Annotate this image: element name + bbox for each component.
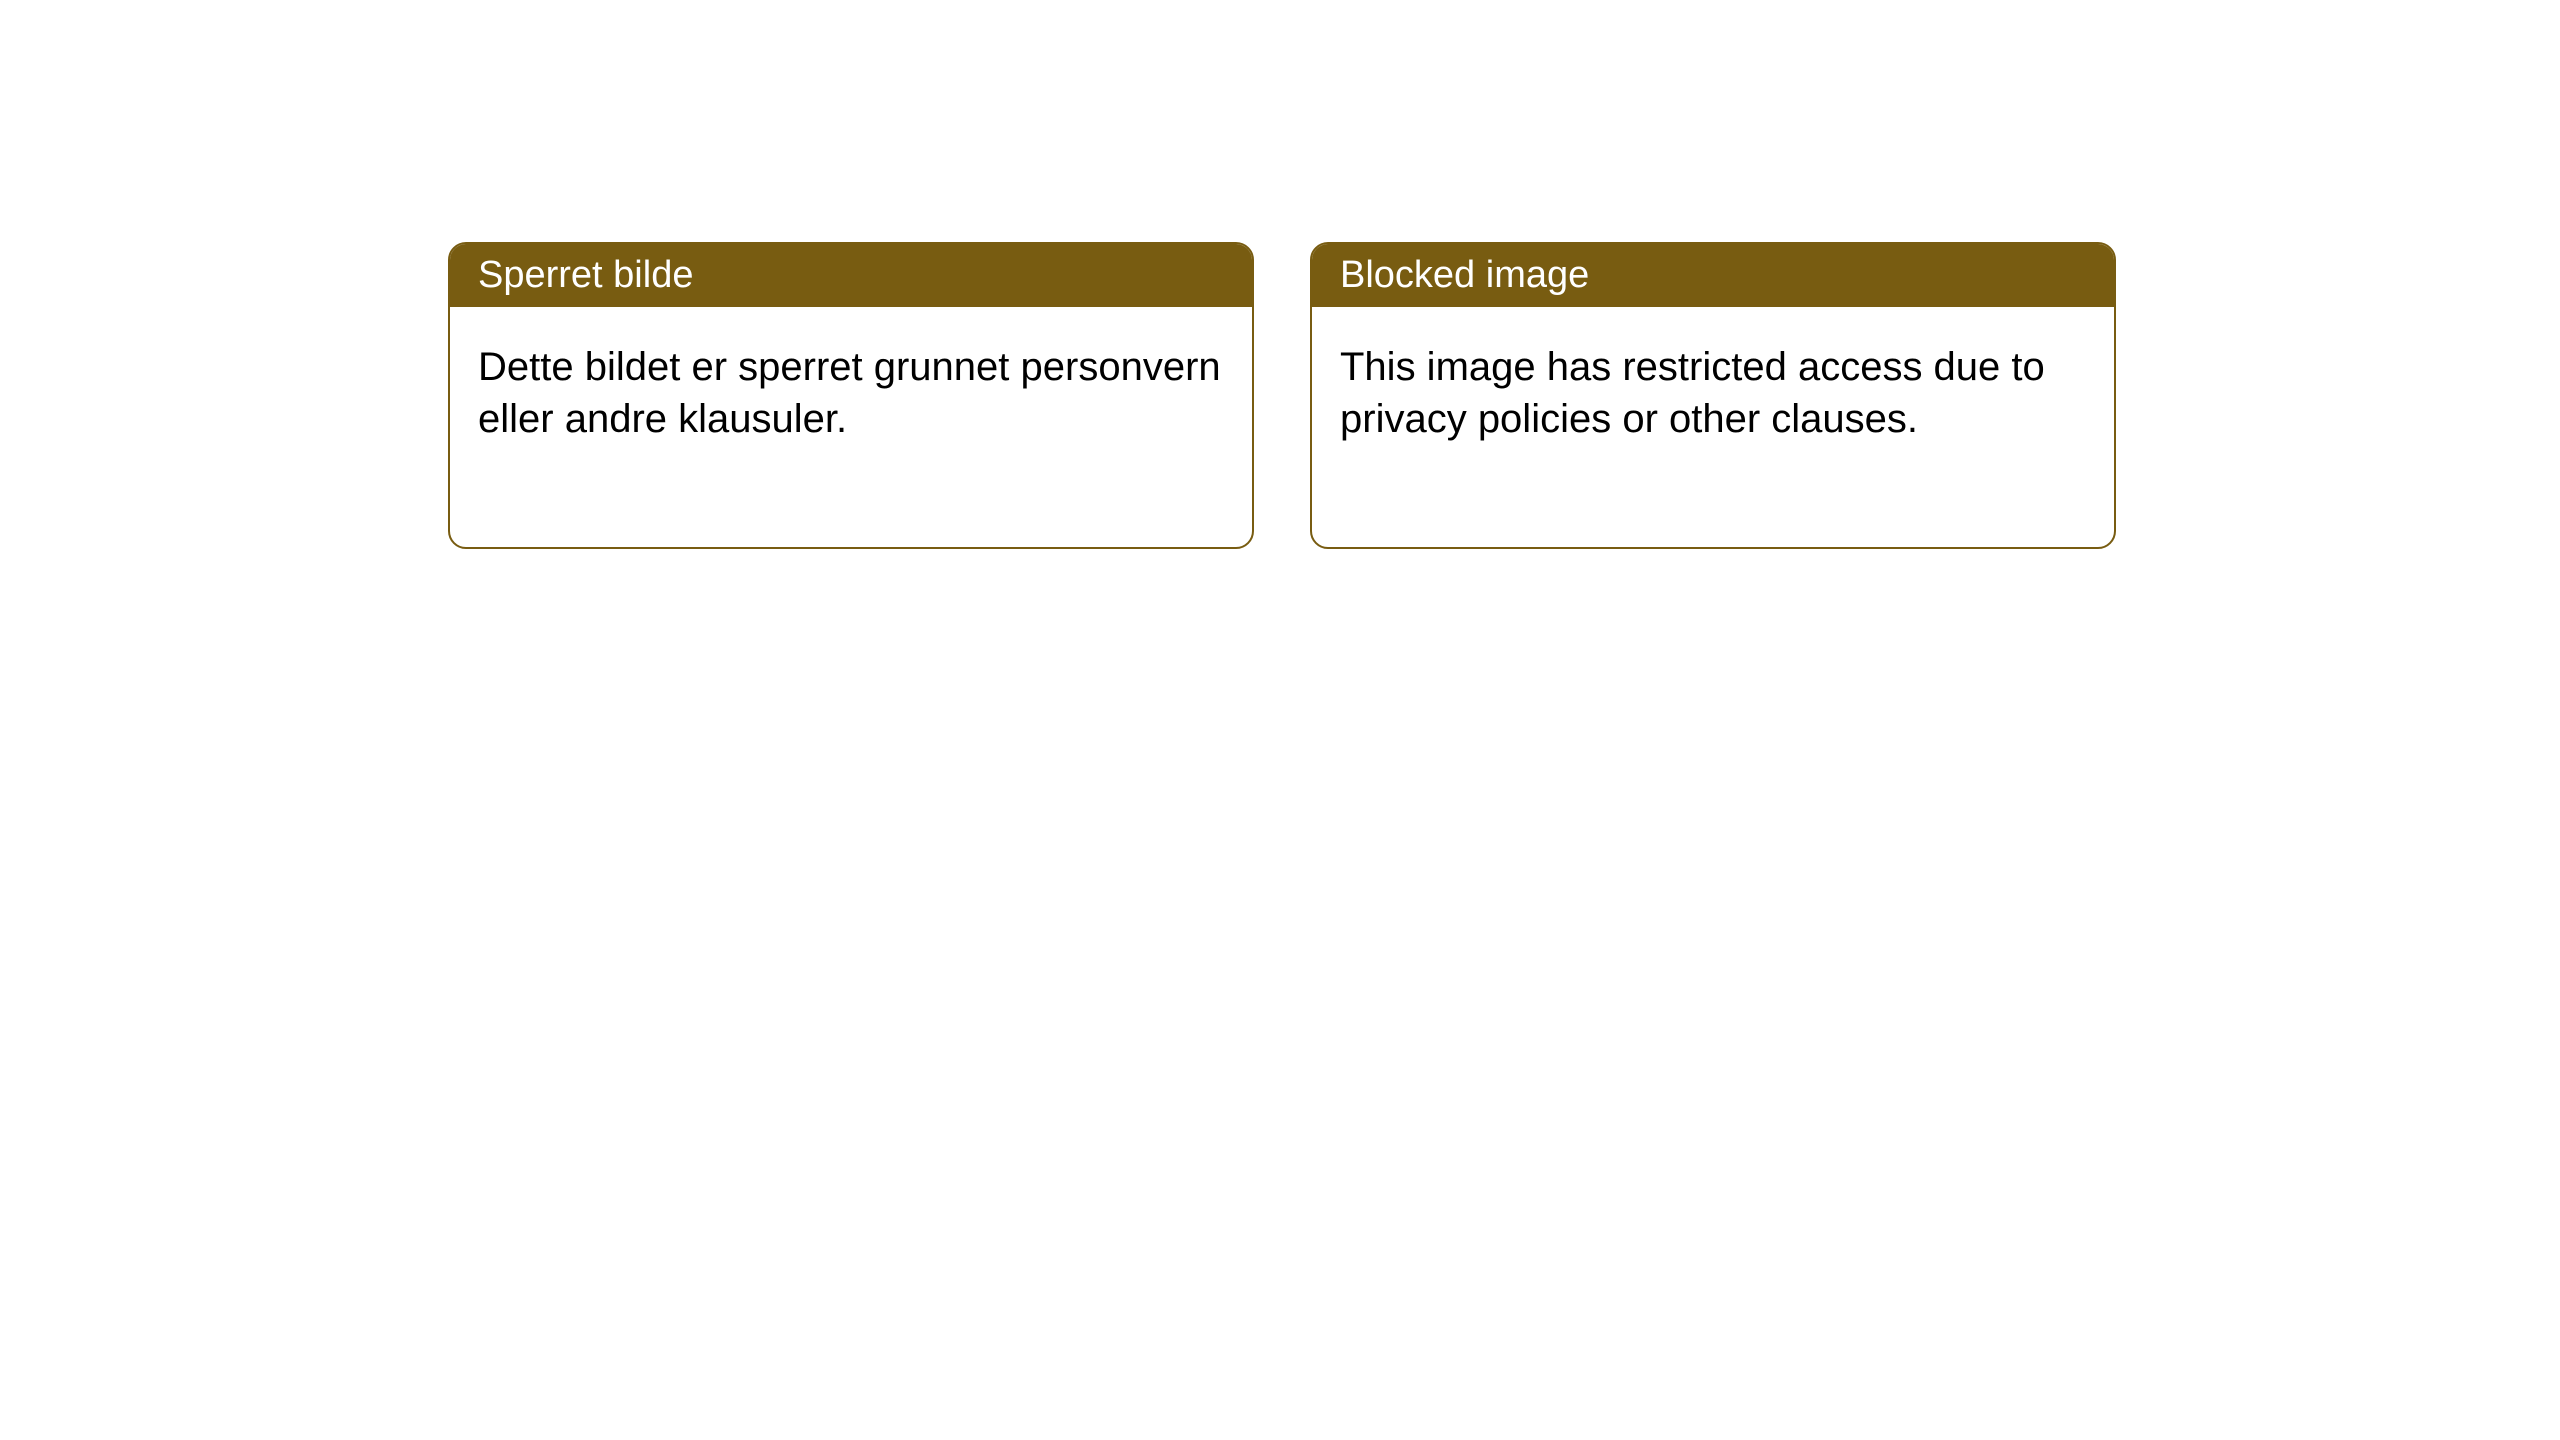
notice-card-english: Blocked image This image has restricted … bbox=[1310, 242, 2116, 549]
notice-header: Sperret bilde bbox=[450, 244, 1252, 307]
notice-card-norwegian: Sperret bilde Dette bildet er sperret gr… bbox=[448, 242, 1254, 549]
notice-body: Dette bildet er sperret grunnet personve… bbox=[450, 307, 1252, 547]
notice-header: Blocked image bbox=[1312, 244, 2114, 307]
notice-body: This image has restricted access due to … bbox=[1312, 307, 2114, 547]
notice-container: Sperret bilde Dette bildet er sperret gr… bbox=[0, 0, 2560, 549]
